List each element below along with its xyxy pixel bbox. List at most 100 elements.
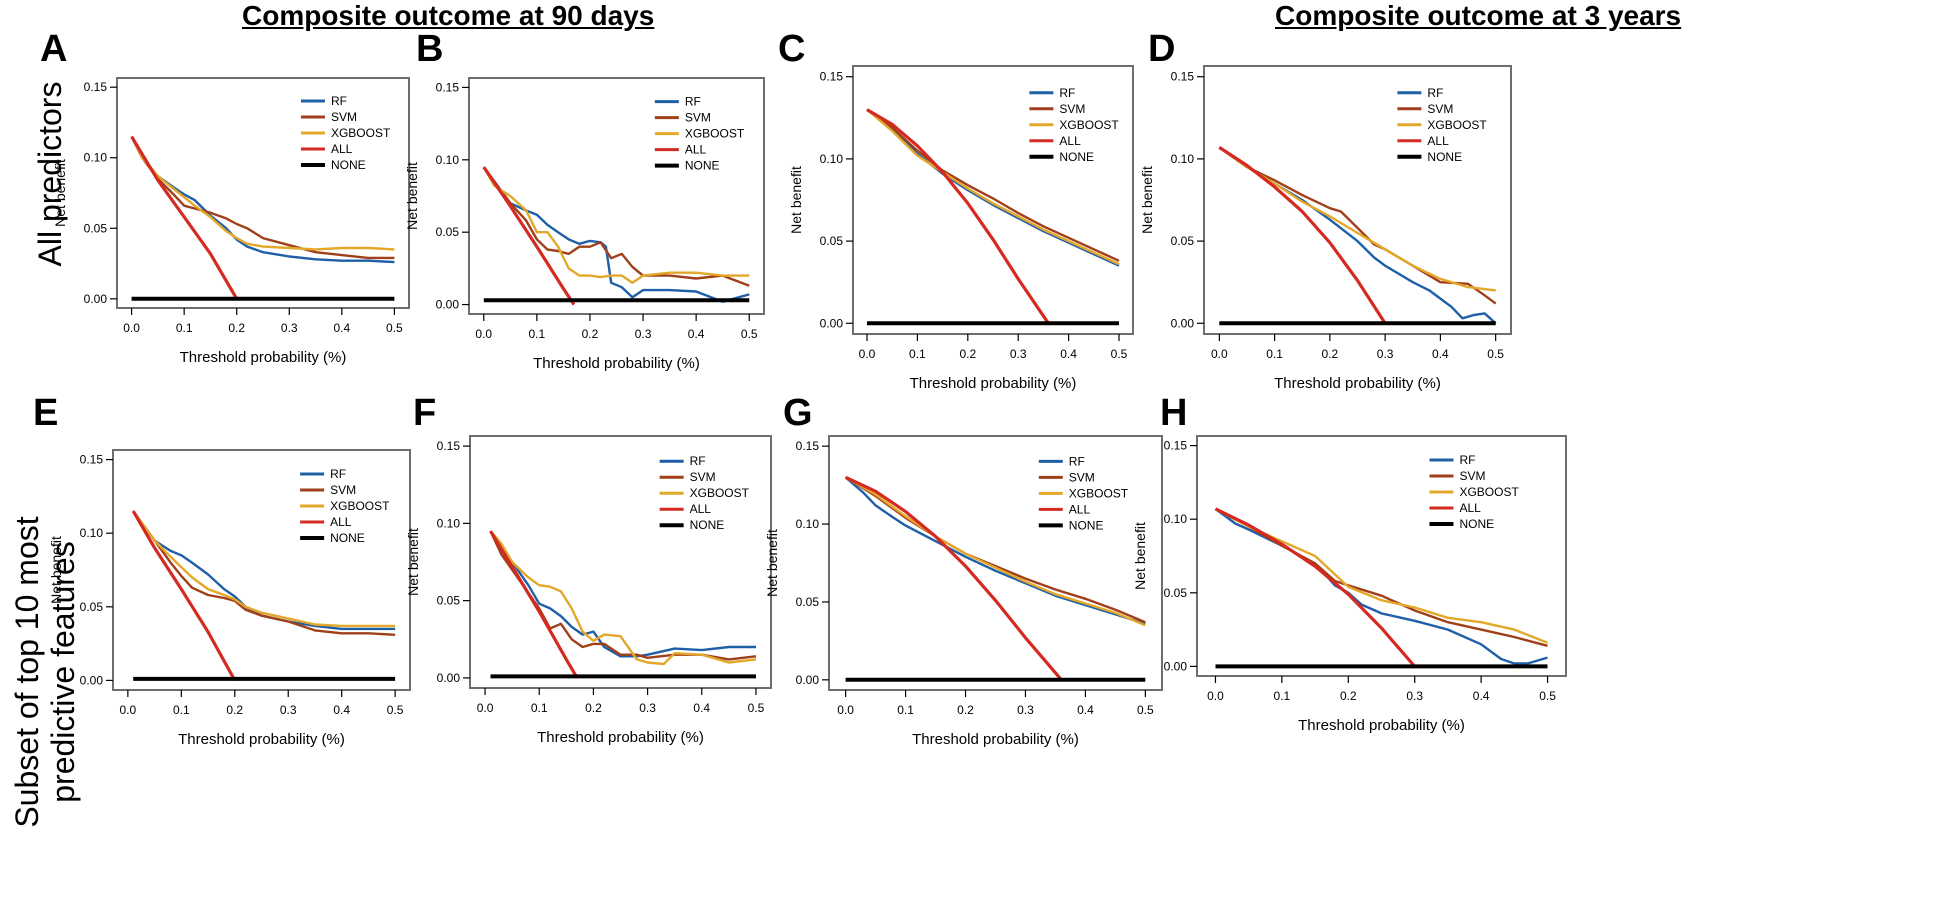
x-tick-label: 0.4 [1077, 703, 1094, 717]
panel-letter-F: F [413, 392, 437, 434]
plot-frame [468, 77, 765, 315]
x-tick-label: 0.0 [477, 701, 494, 715]
series-line-all [1218, 146, 1387, 325]
legend-label-svm: SVM [1069, 470, 1095, 484]
x-tick-label: 0.0 [1211, 347, 1228, 361]
y-tick-label: 0.00 [84, 292, 108, 306]
x-tick-label: 0.4 [333, 321, 350, 335]
series-line-xgboost [130, 136, 395, 251]
x-tick-label: 0.1 [1266, 347, 1283, 361]
x-tick-label: 0.1 [897, 703, 914, 717]
y-tick-label: 0.05 [1164, 586, 1188, 600]
header-3-years: Composite outcome at 3 years [1275, 0, 1682, 31]
series-line-xgboost [489, 530, 757, 666]
legend-label-none: NONE [331, 158, 366, 172]
y-tick-label: 0.15 [80, 453, 104, 467]
legend-label-all: ALL [1459, 501, 1481, 515]
series-line-xgboost [482, 166, 750, 284]
series-line-svm [130, 136, 395, 260]
y-tick-label: 0.15 [436, 80, 460, 94]
x-axis-label: Threshold probability (%) [1298, 717, 1465, 734]
y-tick-label: 0.10 [84, 151, 108, 165]
y-tick-label: 0.00 [436, 298, 460, 312]
series-line-xgboost [132, 510, 396, 628]
x-tick-label: 0.5 [1487, 347, 1504, 361]
series-line-all [1214, 507, 1416, 668]
y-axis-label: Net benefit [404, 162, 420, 230]
legend-label-svm: SVM [685, 111, 711, 125]
series-line-rf [489, 530, 756, 658]
x-tick-label: 0.2 [959, 347, 976, 361]
x-tick-label: 0.1 [529, 327, 546, 341]
legend-label-rf: RF [1427, 86, 1443, 100]
x-axis-label: Threshold probability (%) [533, 355, 700, 372]
x-tick-label: 0.1 [176, 321, 193, 335]
y-tick-label: 0.00 [820, 316, 844, 330]
legend-label-all: ALL [685, 143, 707, 157]
y-axis-label: Net benefit [788, 166, 804, 234]
y-tick-label: 0.05 [820, 234, 844, 248]
legend-label-rf: RF [1059, 86, 1075, 100]
series-line-xgboost [845, 476, 1146, 627]
series-line-all [130, 135, 239, 300]
legend-label-xgboost: XGBOOST [1069, 486, 1129, 500]
x-tick-label: 0.0 [1207, 689, 1224, 703]
plot-frame [1196, 435, 1567, 677]
legend-label-rf: RF [690, 454, 706, 468]
plot-frame [828, 435, 1163, 691]
x-tick-label: 0.3 [639, 701, 656, 715]
series-line-xgboost [1214, 507, 1548, 644]
y-tick-label: 0.05 [80, 600, 104, 614]
y-tick-label: 0.00 [1164, 659, 1188, 673]
y-tick-label: 0.00 [1171, 316, 1195, 330]
y-axis-label: Net benefit [764, 529, 780, 597]
x-tick-label: 0.5 [741, 327, 758, 341]
x-tick-label: 0.2 [582, 327, 599, 341]
legend-label-rf: RF [1069, 454, 1085, 468]
plot-frame [469, 435, 772, 689]
series-line-svm [844, 476, 1146, 624]
legend-label-rf: RF [1459, 453, 1475, 467]
series-line-rf [132, 510, 396, 631]
x-tick-label: 0.4 [693, 701, 710, 715]
series-line-all [482, 166, 576, 306]
x-tick-label: 0.4 [333, 703, 350, 717]
legend-label-none: NONE [1059, 150, 1094, 164]
series-line-all [866, 108, 1050, 325]
y-tick-label: 0.10 [436, 153, 460, 167]
legend-label-xgboost: XGBOOST [330, 499, 390, 513]
legend-label-xgboost: XGBOOST [685, 127, 745, 141]
panel-letter-G: G [783, 392, 813, 434]
panel-letter-A: A [40, 28, 68, 70]
plot-frame [112, 449, 411, 691]
x-tick-label: 0.5 [386, 321, 403, 335]
legend-label-none: NONE [685, 159, 720, 173]
x-tick-label: 0.5 [748, 701, 765, 715]
y-axis-label: Net benefit [52, 159, 68, 227]
x-tick-label: 0.2 [585, 701, 602, 715]
panel-letter-E: E [33, 392, 59, 434]
series-line-rf [1214, 507, 1548, 665]
series-line-svm [1218, 146, 1497, 305]
y-tick-label: 0.10 [1164, 512, 1188, 526]
series-line-all [131, 510, 237, 682]
series-line-svm [132, 510, 396, 636]
y-tick-label: 0.15 [437, 439, 461, 453]
y-tick-label: 0.05 [1171, 234, 1195, 248]
legend-label-rf: RF [330, 467, 346, 481]
legend-label-svm: SVM [1459, 469, 1485, 483]
panel-letter-D: D [1148, 28, 1176, 70]
legend-label-xgboost: XGBOOST [1427, 118, 1487, 132]
y-tick-label: 0.00 [796, 673, 820, 687]
legend-label-xgboost: XGBOOST [1059, 118, 1119, 132]
legend-label-none: NONE [1427, 150, 1462, 164]
y-axis-label: Net benefit [405, 528, 421, 596]
x-tick-label: 0.2 [1322, 347, 1339, 361]
x-axis-label: Threshold probability (%) [537, 729, 704, 746]
legend-label-none: NONE [330, 531, 365, 545]
x-tick-label: 0.0 [120, 703, 137, 717]
series-line-svm [866, 108, 1120, 262]
